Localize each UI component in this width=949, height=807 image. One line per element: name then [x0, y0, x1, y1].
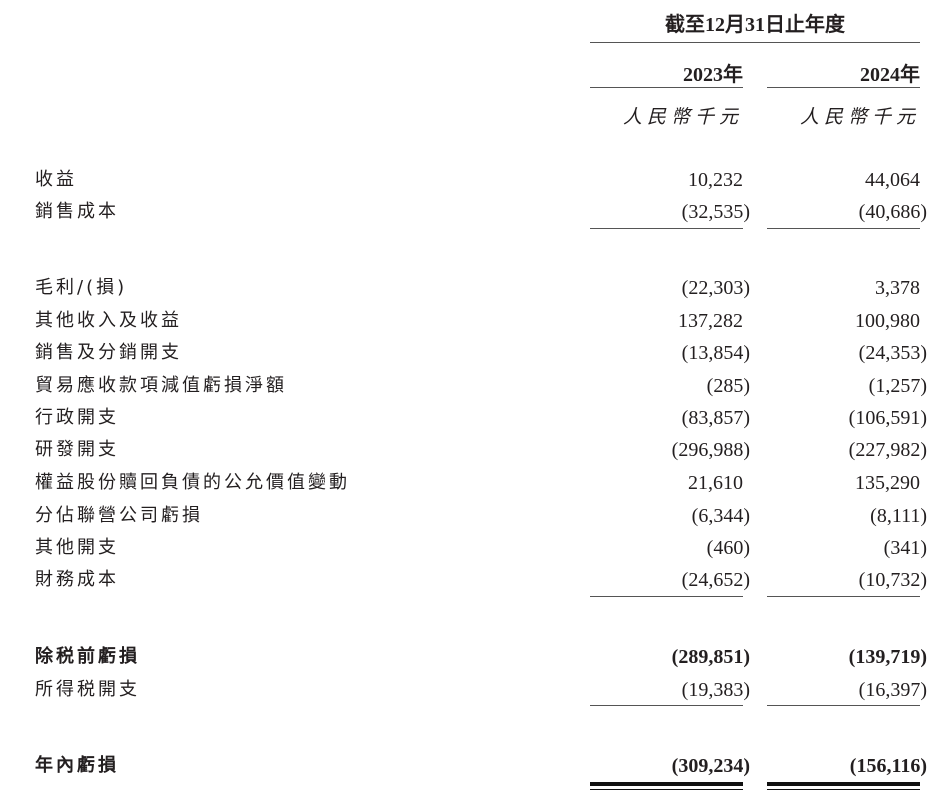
row-label: 分佔聯營公司虧損: [35, 505, 203, 526]
value-2024: (156,116): [849, 755, 927, 777]
table-row: 權益股份贖回負債的公允價值變動 21,610 135,290: [0, 468, 949, 498]
subtotal-rule: [590, 228, 743, 229]
value-2024: (1,257): [868, 375, 927, 397]
year-rule: [767, 87, 920, 88]
row-label: 所得税開支: [35, 679, 140, 700]
row-label: 行政開支: [35, 407, 119, 428]
value-2023: (19,383): [681, 679, 750, 701]
value-2023: (296,988): [671, 439, 750, 461]
total-double-rule: [590, 789, 743, 790]
value-2024: (40,686): [858, 201, 927, 223]
subtotal-rule: [767, 705, 920, 706]
value-2023: (285): [706, 375, 750, 397]
value-2023: (13,854): [681, 342, 750, 364]
table-row: 除税前虧損 (289,851) (139,719): [0, 642, 949, 672]
value-2024: (106,591): [848, 407, 927, 429]
row-label: 其他開支: [35, 537, 119, 558]
table-row: 毛利/(損) (22,303) 3,378: [0, 273, 949, 303]
table-row: 行政開支 (83,857) (106,591): [0, 403, 949, 433]
table-row: 銷售及分銷開支 (13,854) (24,353): [0, 338, 949, 368]
total-double-rule: [767, 789, 920, 790]
year-2023-heading: 2023年: [683, 64, 743, 86]
unit-label-2023: 人民幣千元: [622, 106, 743, 128]
value-2024: 135,290: [855, 472, 920, 494]
table-row: 研發開支 (296,988) (227,982): [0, 435, 949, 465]
row-label: 財務成本: [35, 569, 119, 590]
value-2023: (22,303): [681, 277, 750, 299]
row-label: 權益股份贖回負債的公允價值變動: [35, 472, 350, 493]
row-label: 收益: [35, 169, 77, 190]
value-2023: (32,535): [681, 201, 750, 223]
subtotal-rule: [767, 228, 920, 229]
value-2024: 3,378: [875, 277, 920, 299]
year-rule: [590, 87, 743, 88]
subtotal-rule: [590, 705, 743, 706]
period-heading: 截至12月31日止年度: [665, 14, 845, 36]
value-2023: 137,282: [678, 310, 743, 332]
value-2023: (24,652): [681, 569, 750, 591]
value-2023: 10,232: [688, 169, 743, 191]
table-row: 收益 10,232 44,064: [0, 165, 949, 195]
row-label: 銷售及分銷開支: [35, 342, 182, 363]
value-2023: (460): [706, 537, 750, 559]
table-row: 其他開支 (460) (341): [0, 533, 949, 563]
unit-label-2024: 人民幣千元: [799, 106, 920, 128]
value-2024: (16,397): [858, 679, 927, 701]
year-2024-heading: 2024年: [860, 64, 920, 86]
total-double-rule: [590, 782, 743, 786]
value-2024: (24,353): [858, 342, 927, 364]
value-2024: (10,732): [858, 569, 927, 591]
value-2023: 21,610: [688, 472, 743, 494]
value-2024: (227,982): [848, 439, 927, 461]
value-2024: (8,111): [870, 505, 927, 527]
table-row: 銷售成本 (32,535) (40,686): [0, 197, 949, 227]
table-row: 所得税開支 (19,383) (16,397): [0, 675, 949, 705]
subtotal-rule: [590, 596, 743, 597]
subtotal-rule: [767, 596, 920, 597]
value-2024: (139,719): [848, 646, 927, 668]
value-2023: (83,857): [681, 407, 750, 429]
value-2023: (289,851): [671, 646, 750, 668]
value-2024: 100,980: [855, 310, 920, 332]
table-row: 貿易應收款項減值虧損淨額 (285) (1,257): [0, 371, 949, 401]
table-row: 分佔聯營公司虧損 (6,344) (8,111): [0, 501, 949, 531]
row-label: 貿易應收款項減值虧損淨額: [35, 375, 287, 396]
table-row: 年內虧損 (309,234) (156,116): [0, 751, 949, 781]
total-double-rule: [767, 782, 920, 786]
value-2024: 44,064: [865, 169, 920, 191]
value-2023: (309,234): [671, 755, 750, 777]
value-2023: (6,344): [691, 505, 750, 527]
row-label: 毛利/(損): [35, 277, 128, 298]
period-rule: [590, 42, 920, 43]
row-label: 研發開支: [35, 439, 119, 460]
row-label: 除税前虧損: [35, 646, 140, 667]
table-row: 財務成本 (24,652) (10,732): [0, 565, 949, 595]
table-row: 其他收入及收益 137,282 100,980: [0, 306, 949, 336]
value-2024: (341): [883, 537, 927, 559]
row-label: 其他收入及收益: [35, 310, 182, 331]
row-label: 銷售成本: [35, 201, 119, 222]
row-label: 年內虧損: [35, 755, 119, 776]
